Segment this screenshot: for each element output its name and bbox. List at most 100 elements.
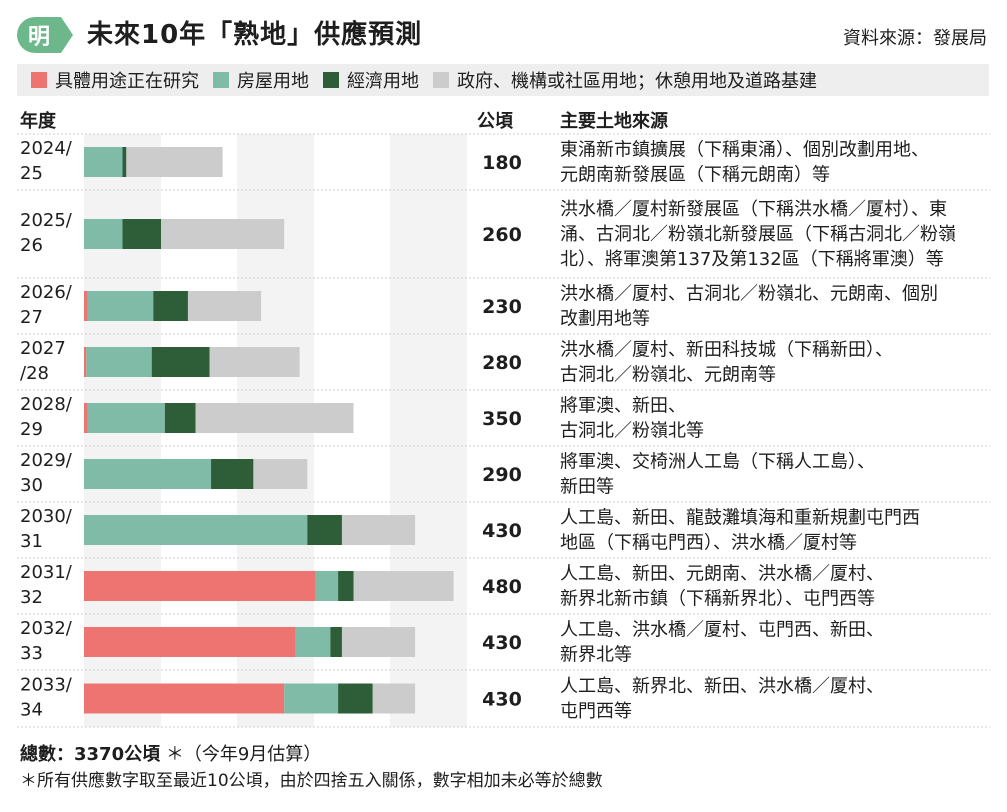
- logo-text: 明: [28, 25, 50, 50]
- bar-segment: [253, 459, 308, 489]
- bar-segment: [84, 459, 212, 489]
- source-text: 涌、古洞北／粉嶺北新發展區（下稱古洞北／粉嶺: [560, 224, 956, 245]
- hectare-value: 480: [482, 576, 522, 598]
- bar-segment: [164, 403, 196, 433]
- legend-label: 政府、機構或社區用地；休憩用地及道路基建: [457, 71, 817, 92]
- footnote: ＊所有供應數字取至最近10公頃，由於四捨五入關係，數字相加未必等於總數: [20, 771, 603, 791]
- legend-item-housing: 房屋用地: [213, 67, 309, 93]
- source-text: 洪水橋／厦村新發展區（下稱洪水橋／厦村）、東: [560, 199, 947, 220]
- year-label: 2026/: [20, 282, 73, 303]
- source-text: 洪水橋／厦村、古洞北／粉嶺北、元朗南、個別: [560, 284, 938, 305]
- year-label: 2029/: [20, 450, 73, 471]
- bar-segment: [84, 219, 123, 249]
- bar-segment: [307, 515, 342, 545]
- legend: 具體用途正在研究 房屋用地 經濟用地 政府、機構或社區用地；休憩用地及道路基建: [17, 64, 989, 96]
- bar-segment: [209, 347, 300, 377]
- legend-swatch: [323, 72, 339, 88]
- total-note: ＊（今年9月估算）: [165, 744, 322, 765]
- bar-segment: [84, 403, 88, 433]
- bar-segment: [330, 627, 342, 657]
- year-label: 26: [20, 235, 43, 256]
- hectare-value: 290: [482, 464, 522, 486]
- bar-segment: [338, 571, 354, 601]
- year-label: 2024/: [20, 138, 73, 159]
- year-label: 33: [20, 643, 43, 664]
- bar-segment: [161, 219, 285, 249]
- hectare-value: 430: [482, 632, 522, 654]
- data-source: 資料來源：發展局: [843, 28, 987, 49]
- column-header-hectares: 公頃: [477, 111, 513, 132]
- source-text: 元朗南新發展區（下稱元朗南）等: [560, 165, 830, 186]
- bar-segment: [211, 459, 254, 489]
- bar-segment: [122, 219, 161, 249]
- source-text: 新界北新市鎮（下稱新界北）、屯門西等: [560, 589, 875, 610]
- year-label: 30: [20, 475, 43, 496]
- column-header-year: 年度: [20, 111, 56, 132]
- year-label: 2031/: [20, 562, 73, 583]
- source-text: 人工島、新田、龍鼓灘填海和重新規劃屯門西: [560, 508, 920, 529]
- bar-segment: [372, 683, 416, 714]
- bar-segment: [87, 291, 154, 321]
- total-line: 總數：3370公頃 ＊（今年9月估算）: [20, 740, 321, 766]
- bar-segment: [341, 627, 416, 657]
- bar-segment: [84, 683, 285, 714]
- hectare-value: 180: [482, 152, 522, 174]
- year-label: 2033/: [20, 675, 73, 696]
- source-text: 人工島、新界北、新田、洪水橋／厦村、: [560, 676, 884, 697]
- bar-segment: [195, 403, 354, 433]
- hectare-value: 350: [482, 408, 522, 430]
- year-label: 25: [20, 163, 43, 184]
- bar-segment: [315, 571, 339, 601]
- bar-segment: [84, 147, 123, 177]
- legend-label: 房屋用地: [237, 71, 309, 92]
- bar-segment: [84, 347, 87, 377]
- source-text: 新田等: [560, 477, 614, 498]
- bar-segment: [84, 627, 296, 657]
- logo: 明: [17, 17, 73, 53]
- legend-item-under-study: 具體用途正在研究: [31, 67, 199, 93]
- total-label: 總數：3370公頃: [20, 744, 161, 765]
- legend-label: 經濟用地: [347, 71, 419, 92]
- bar-segment: [338, 683, 373, 714]
- year-label: 29: [20, 419, 43, 440]
- bar-segment: [126, 147, 223, 177]
- legend-item-gic: 政府、機構或社區用地；休憩用地及道路基建: [433, 67, 817, 93]
- year-label: /28: [20, 363, 49, 384]
- bar-segment: [87, 403, 165, 433]
- page-title: 未來10年「熟地」供應預測: [87, 20, 423, 50]
- source-text: 將軍澳、新田、: [560, 396, 686, 417]
- column-header-source: 主要土地來源: [560, 111, 668, 132]
- year-label: 34: [20, 700, 43, 721]
- year-label: 2032/: [20, 618, 73, 639]
- bar-segment: [84, 571, 315, 601]
- source-text: 屯門西等: [560, 701, 632, 722]
- source-text: 古洞北／粉嶺北、元朗南等: [560, 365, 776, 386]
- year-label: 27: [20, 307, 43, 328]
- source-text: 將軍澳、交椅洲人工島（下稱人工島）、: [560, 452, 875, 473]
- hectare-value: 430: [482, 689, 522, 711]
- source-text: 人工島、新田、元朗南、洪水橋／厦村、: [560, 564, 884, 585]
- legend-swatch: [433, 72, 449, 88]
- bar-segment: [284, 683, 339, 714]
- legend-item-economic: 經濟用地: [323, 67, 419, 93]
- source-text: 洪水橋／厦村、新田科技城（下稱新田）、: [560, 340, 893, 361]
- year-label: 31: [20, 531, 43, 552]
- legend-swatch: [213, 72, 229, 88]
- bar-segment: [187, 291, 262, 321]
- bar-segment: [153, 291, 188, 321]
- source-text: 地區（下稱屯門西）、洪水橋／厦村等: [560, 533, 857, 554]
- legend-label: 具體用途正在研究: [55, 71, 199, 92]
- bar-segment: [151, 347, 210, 377]
- hectare-value: 260: [482, 224, 522, 246]
- bar-segment: [341, 515, 416, 545]
- bar-segment: [295, 627, 331, 657]
- hectare-value: 230: [482, 296, 522, 318]
- legend-swatch: [31, 72, 47, 88]
- year-label: 2030/: [20, 506, 73, 527]
- logo-shape: [17, 17, 73, 53]
- bar-segment: [353, 571, 454, 601]
- bar-segment: [122, 147, 127, 177]
- year-label: 2025/: [20, 210, 73, 231]
- hectare-value: 430: [482, 520, 522, 542]
